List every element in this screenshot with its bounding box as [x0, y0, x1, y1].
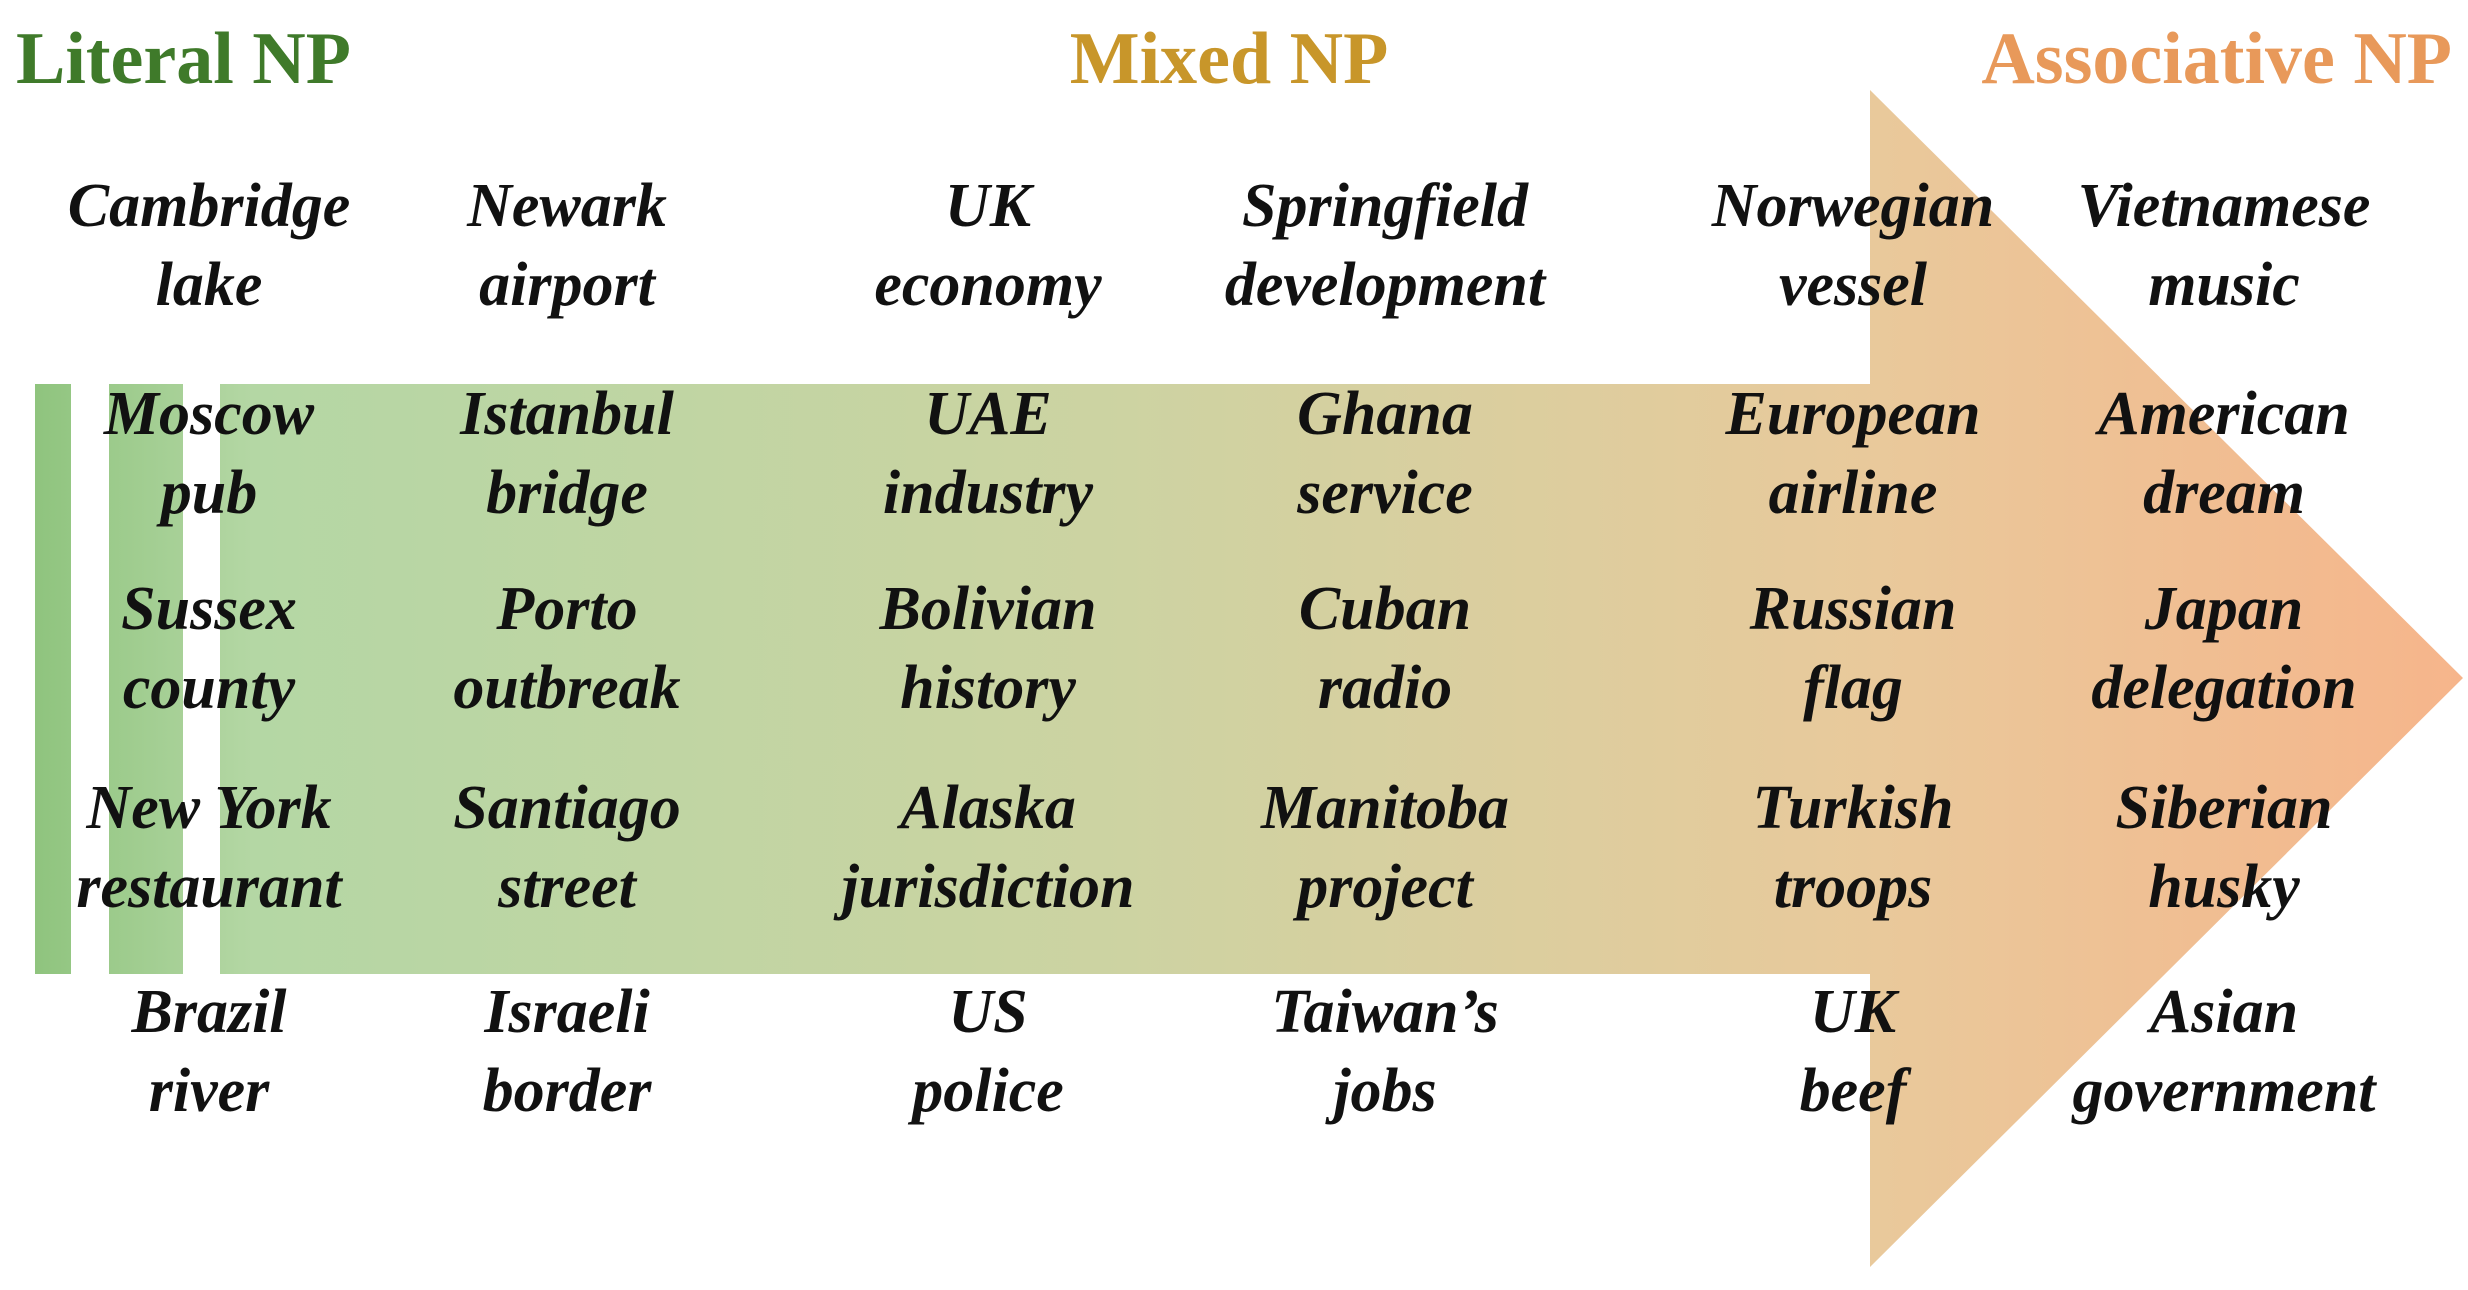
arrow-stripe: [35, 384, 71, 974]
np-word: beef: [1800, 1057, 1912, 1125]
np-word: river: [149, 1057, 270, 1125]
heading: Mixed NP: [1070, 18, 1389, 100]
np-word: UAE: [924, 380, 1051, 448]
heading: Associative NP: [1981, 18, 2452, 100]
np-word: Springfield: [1242, 172, 1529, 240]
np-word: Russian: [1749, 575, 1957, 643]
np-word: airport: [479, 251, 656, 319]
np-word: Cambridge: [68, 172, 350, 240]
np-word: outbreak: [453, 654, 680, 722]
np-word: Brazil: [130, 978, 287, 1046]
np-word: European: [1725, 380, 1981, 448]
np-word: economy: [874, 251, 1102, 319]
np-word: Vietnamese: [2078, 172, 2371, 240]
np-word: vessel: [1779, 251, 1928, 319]
np-word: Newark: [466, 172, 667, 240]
np-word: history: [900, 654, 1076, 722]
np-word: delegation: [2091, 654, 2356, 722]
np-word: radio: [1318, 654, 1452, 722]
items: Cambridge lake Moscow pub Sussex county New Yo…: [68, 172, 2378, 1125]
np-word: UK: [1810, 978, 1900, 1046]
np-word: flag: [1803, 654, 1903, 722]
np-word: music: [2148, 251, 2300, 319]
np-word: restaurant: [76, 853, 343, 921]
np-word: lake: [156, 251, 263, 319]
np-word: Siberian: [2115, 774, 2332, 842]
np-word: UK: [945, 172, 1035, 240]
np-word: police: [907, 1057, 1064, 1125]
np-word: Porto: [495, 575, 637, 643]
np-word: Norwegian: [1711, 172, 1994, 240]
np-word: government: [2070, 1057, 2377, 1125]
np-word: Israeli: [483, 978, 649, 1046]
np-word: dream: [2143, 459, 2305, 527]
np-word: county: [123, 654, 296, 722]
np-word: Ghana: [1297, 380, 1473, 448]
np-word: Bolivian: [878, 575, 1096, 643]
np-word: Santiago: [453, 774, 680, 842]
heading: Literal NP: [16, 18, 351, 100]
np-word: jurisdiction: [833, 853, 1135, 921]
arrow-stripe: [109, 384, 183, 974]
np-word: Sussex: [121, 575, 297, 643]
np-word: Turkish: [1752, 774, 1953, 842]
np-word: pub: [156, 459, 257, 527]
np-word: airline: [1769, 459, 1938, 527]
np-word: service: [1296, 459, 1473, 527]
np-word: bridge: [486, 459, 648, 527]
np-word: Japan: [2144, 575, 2303, 643]
np-word: troops: [1774, 853, 1932, 921]
np-word: American: [2094, 380, 2349, 448]
np-word: Cuban: [1299, 575, 1471, 643]
np-word: street: [497, 853, 638, 921]
np-word: project: [1292, 853, 1474, 921]
np-word: Alaska: [896, 774, 1076, 842]
np-word: Istanbul: [459, 380, 674, 448]
np-word: jobs: [1324, 1057, 1436, 1125]
np-word: Manitoba: [1260, 774, 1509, 842]
np-word: development: [1225, 251, 1547, 319]
np-word: Moscow: [103, 380, 315, 448]
np-word: Taiwan’s: [1271, 978, 1498, 1046]
np-word: New York: [85, 774, 331, 842]
np-word: husky: [2148, 853, 2300, 921]
np-word: US: [948, 978, 1027, 1046]
np-word: Asian: [2146, 978, 2298, 1046]
np-word: border: [483, 1057, 653, 1125]
arrow: [220, 90, 2463, 1267]
np-word: industry: [883, 459, 1094, 527]
